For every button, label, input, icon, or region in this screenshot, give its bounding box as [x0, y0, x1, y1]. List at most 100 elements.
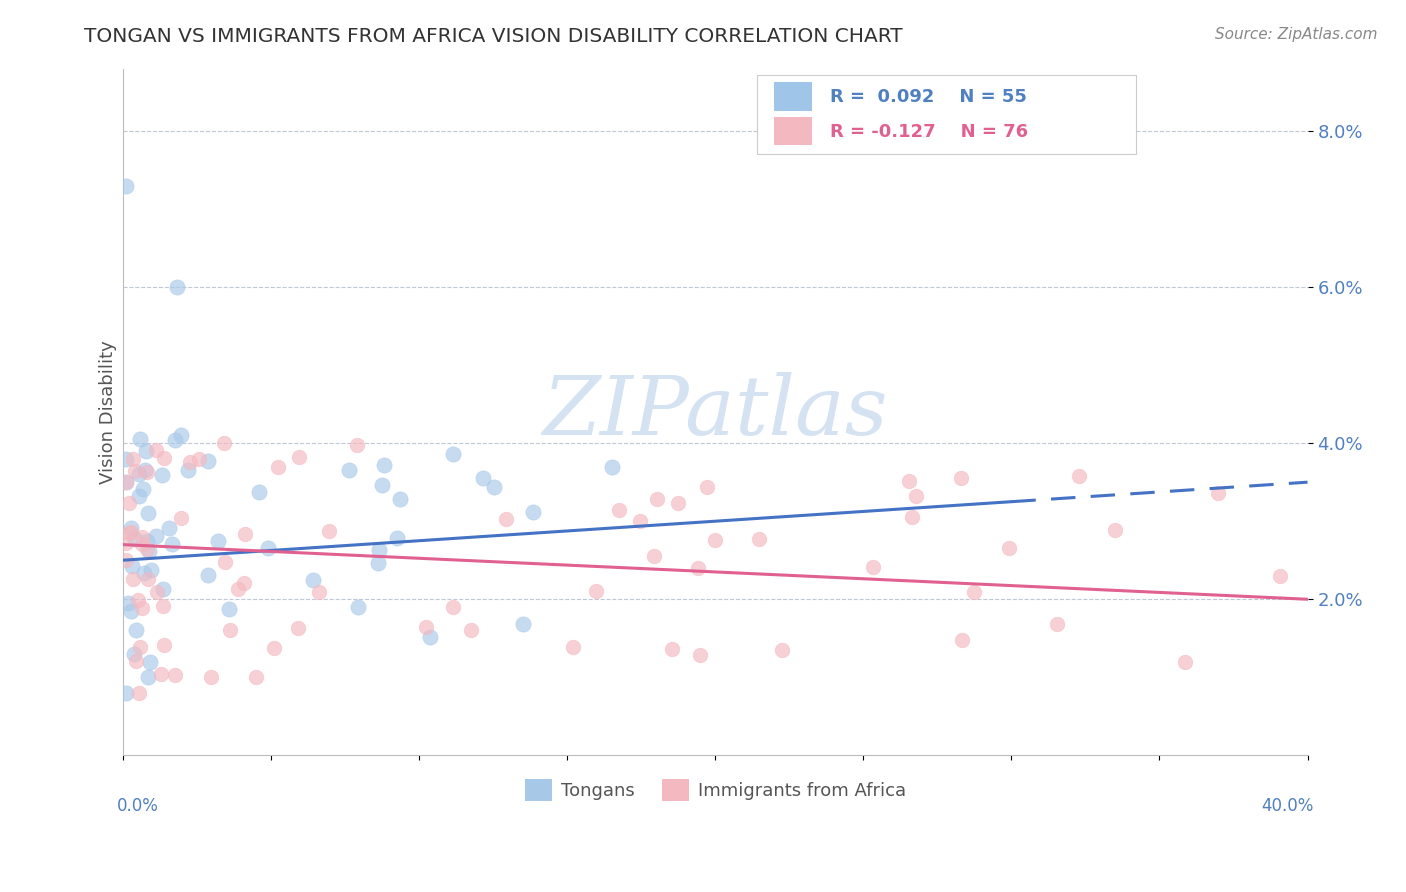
Point — [905, 489, 928, 503]
Point — [235, 527, 257, 541]
Point — [388, 492, 411, 507]
Point — [157, 521, 180, 535]
Point — [704, 533, 727, 547]
Point — [153, 451, 176, 466]
Point — [287, 621, 309, 635]
Point — [689, 648, 711, 662]
Point — [950, 471, 973, 485]
Point — [139, 655, 162, 669]
Point — [115, 452, 138, 467]
Point — [522, 505, 544, 519]
Point — [688, 561, 710, 575]
Point — [385, 531, 408, 545]
Point — [207, 533, 229, 548]
Point — [200, 670, 222, 684]
Text: ZIPatlas: ZIPatlas — [543, 372, 889, 452]
Point — [371, 478, 394, 492]
Point — [1268, 568, 1291, 582]
Point — [150, 467, 173, 482]
Point — [136, 507, 159, 521]
Point — [862, 559, 884, 574]
Point — [645, 491, 668, 506]
Point — [176, 462, 198, 476]
Point — [134, 566, 156, 581]
Point — [115, 178, 138, 193]
Point — [482, 480, 505, 494]
Point — [415, 620, 437, 634]
Point — [138, 544, 160, 558]
FancyBboxPatch shape — [756, 76, 1136, 154]
Point — [115, 536, 138, 550]
Point — [166, 280, 188, 294]
Point — [512, 616, 534, 631]
Point — [132, 482, 155, 496]
Point — [950, 632, 973, 647]
Point — [308, 584, 330, 599]
Point — [134, 463, 156, 477]
Point — [901, 510, 924, 524]
Point — [162, 537, 184, 551]
Text: TONGAN VS IMMIGRANTS FROM AFRICA VISION DISABILITY CORRELATION CHART: TONGAN VS IMMIGRANTS FROM AFRICA VISION … — [84, 27, 903, 45]
Text: 40.0%: 40.0% — [1261, 797, 1313, 814]
Point — [197, 454, 219, 468]
Point — [127, 593, 149, 607]
Point — [1206, 485, 1229, 500]
Point — [748, 532, 770, 546]
Point — [131, 530, 153, 544]
Point — [263, 641, 285, 656]
Point — [152, 582, 174, 596]
Point — [963, 584, 986, 599]
Y-axis label: Vision Disability: Vision Disability — [100, 340, 117, 483]
Point — [124, 532, 146, 546]
Point — [346, 600, 368, 615]
Point — [443, 447, 465, 461]
Point — [131, 537, 153, 551]
Legend: Tongans, Immigrants from Africa: Tongans, Immigrants from Africa — [517, 772, 912, 808]
Point — [898, 474, 921, 488]
Point — [120, 604, 142, 618]
Point — [266, 459, 288, 474]
Point — [226, 582, 249, 596]
Point — [122, 451, 145, 466]
Point — [247, 484, 270, 499]
Point — [129, 640, 152, 655]
Point — [441, 600, 464, 615]
Point — [163, 434, 186, 448]
Point — [214, 555, 236, 569]
Point — [115, 553, 138, 567]
Point — [696, 480, 718, 494]
Point — [135, 444, 157, 458]
Point — [1046, 616, 1069, 631]
Point — [129, 432, 152, 446]
Point — [666, 496, 689, 510]
Point — [197, 568, 219, 582]
Point — [118, 496, 141, 510]
Point — [122, 647, 145, 661]
Point — [135, 465, 157, 479]
Point — [117, 596, 139, 610]
Point — [318, 524, 340, 539]
Point — [232, 576, 254, 591]
Point — [125, 623, 148, 637]
Point — [219, 623, 242, 637]
Point — [120, 524, 142, 539]
Point — [628, 515, 651, 529]
Point — [288, 450, 311, 464]
Point — [124, 464, 146, 478]
Point — [346, 437, 368, 451]
Point — [1104, 523, 1126, 537]
Point — [120, 521, 142, 535]
Point — [145, 529, 167, 543]
Point — [585, 583, 607, 598]
Text: R =  0.092    N = 55: R = 0.092 N = 55 — [830, 88, 1026, 106]
Point — [607, 502, 630, 516]
Point — [136, 572, 159, 586]
Point — [600, 460, 623, 475]
Point — [145, 442, 167, 457]
Point — [256, 541, 278, 556]
Point — [218, 602, 240, 616]
Point — [998, 541, 1021, 556]
Point — [245, 670, 267, 684]
Point — [643, 549, 665, 563]
Point — [118, 526, 141, 541]
